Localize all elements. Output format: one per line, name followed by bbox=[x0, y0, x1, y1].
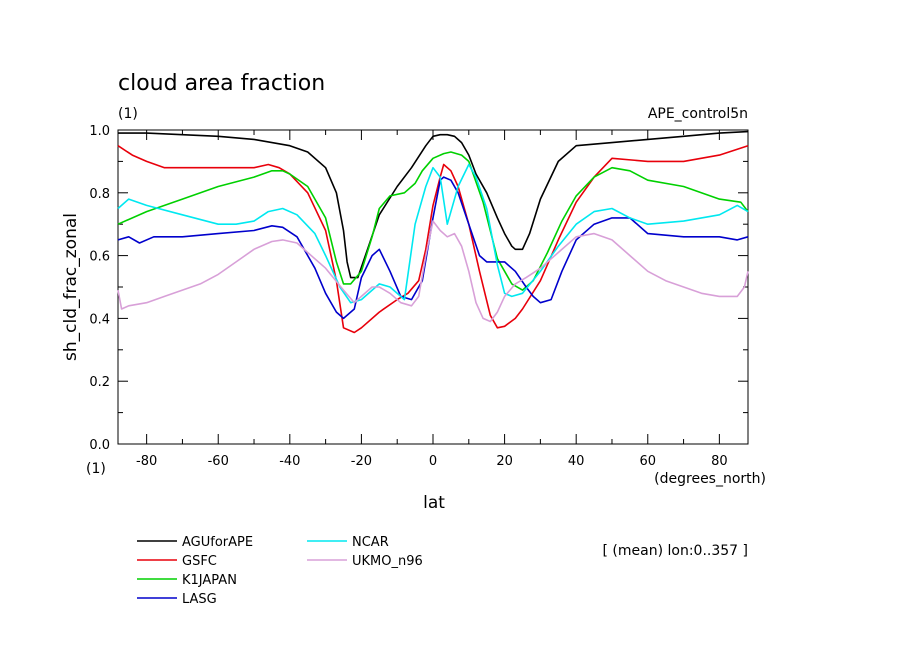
x-axis-label: lat bbox=[423, 493, 445, 513]
series-line-ncar bbox=[117, 163, 749, 304]
x-tick-label: 40 bbox=[568, 454, 585, 469]
y-unit-label: (1) bbox=[86, 461, 106, 477]
legend-label: NCAR bbox=[352, 535, 389, 550]
title-unit: (1) bbox=[118, 106, 138, 122]
series-line-gsfc bbox=[117, 144, 749, 334]
x-tick-label: -40 bbox=[279, 454, 300, 469]
x-tick-label: 60 bbox=[639, 454, 656, 469]
x-tick-label: 80 bbox=[711, 454, 728, 469]
y-tick-label: 1.0 bbox=[89, 124, 110, 139]
x-tick-label: 0 bbox=[429, 454, 437, 469]
y-tick-label: 0.0 bbox=[89, 438, 110, 453]
chart-title: cloud area fraction bbox=[118, 71, 325, 96]
y-tick-label: 0.2 bbox=[89, 375, 110, 390]
series-lines bbox=[117, 130, 749, 334]
y-axis-label: sh_cld_frac_zonal bbox=[61, 213, 81, 361]
series-line-aguforape bbox=[118, 130, 749, 279]
legend-label: LASG bbox=[182, 592, 217, 607]
experiment-label: APE_control5n bbox=[648, 106, 748, 122]
y-tick-label: 0.6 bbox=[89, 250, 110, 265]
legend-label: UKMO_n96 bbox=[352, 554, 423, 569]
x-tick-label: -60 bbox=[208, 454, 229, 469]
plot-area bbox=[117, 129, 749, 445]
mean-annotation: [ (mean) lon:0..357 ] bbox=[603, 543, 748, 559]
y-tick-label: 0.8 bbox=[89, 187, 110, 202]
y-tick-label: 0.4 bbox=[89, 312, 110, 327]
series-line-ukmo_n96 bbox=[117, 220, 749, 323]
legend: AGUforAPE GSFC K1JAPAN LASG NCAR UKMO_n96 bbox=[137, 535, 423, 607]
x-unit-label: (degrees_north) bbox=[654, 471, 766, 487]
x-tick-label: 20 bbox=[496, 454, 513, 469]
axis-ticks: -80 -60 -40 -20 0 20 40 60 80 0.0 0.2 0.4 0.6 0.8 1.0 bbox=[89, 124, 748, 469]
legend-label: GSFC bbox=[182, 554, 217, 569]
series-line-k1japan bbox=[117, 151, 749, 291]
series-line-lasg bbox=[117, 176, 749, 320]
x-tick-label: -20 bbox=[351, 454, 372, 469]
legend-label: AGUforAPE bbox=[182, 535, 253, 550]
plot-frame bbox=[117, 129, 749, 445]
x-tick-label: -80 bbox=[136, 454, 157, 469]
legend-label: K1JAPAN bbox=[182, 573, 237, 588]
